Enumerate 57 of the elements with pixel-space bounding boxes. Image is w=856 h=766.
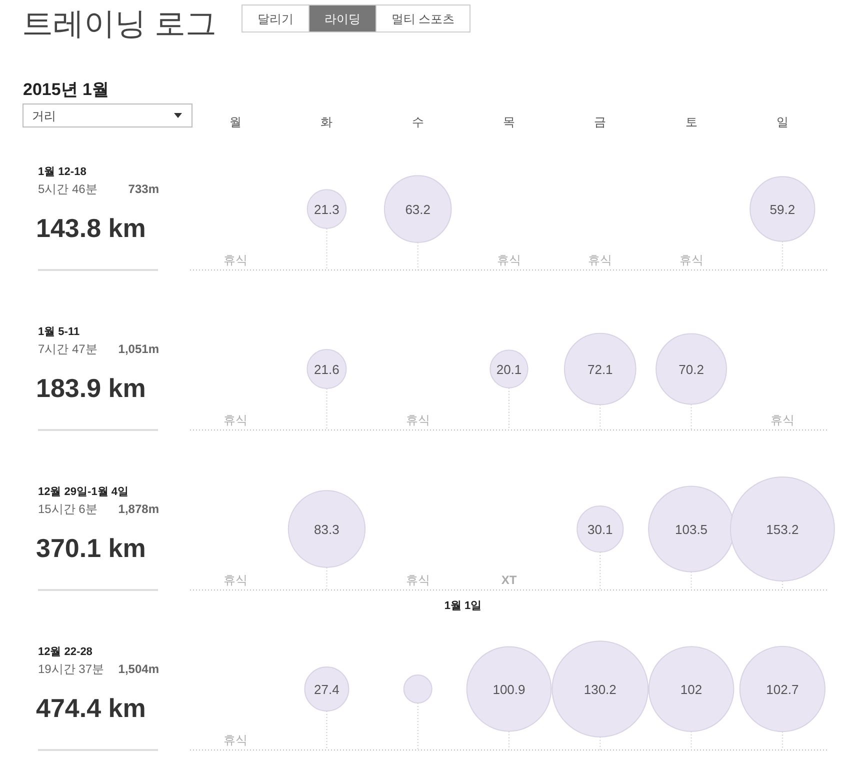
text: 2015년 1월 [23,80,109,99]
data-label: 21.3 [314,202,340,217]
text: 거리 [32,109,56,123]
category-label: 토 [685,115,698,129]
category-label: 목 [503,115,515,129]
category-label: 일 [776,115,788,129]
data-label: 휴식 [497,253,521,267]
text: 183.9 km [36,373,146,403]
text: 5시간 46분 [38,182,98,196]
text: 12월 22-28 [38,646,92,658]
data-label: 102.7 [766,682,799,697]
text: 143.8 km [36,213,146,243]
data-label: 휴식 [224,253,248,267]
category-label: 월 [230,115,242,129]
text: 1,504m [118,662,159,676]
text: 1월 12-18 [38,166,86,178]
data-label: 27.4 [314,682,340,697]
text: 트레이닝 로그 [22,6,217,41]
text: 달리기 [258,12,294,26]
data-label: 59.2 [770,202,796,217]
text: 733m [128,182,159,196]
text: 12월 29일-1월 4일 [38,486,128,498]
data-label: 휴식 [588,253,612,267]
data-label: 153.2 [766,522,799,537]
data-label: 휴식 [406,413,430,427]
data-label: 63.2 [405,202,431,217]
text: 1월 5-11 [38,326,80,338]
data-label: 휴식 [406,573,430,587]
data-label: 21.6 [314,362,340,377]
data-label: 30.1 [587,522,613,537]
data-label: 103.5 [675,522,708,537]
category-label: 금 [594,115,606,129]
data-label: 20.1 [496,362,522,377]
data-label: 100.9 [492,682,526,697]
text: 474.4 km [36,693,146,723]
text: 7시간 47분 [38,342,98,356]
text: 370.1 km [36,533,146,563]
data-label: 휴식 [224,733,248,747]
data-label: 휴식 [679,253,704,267]
category-label: 화 [320,115,333,129]
data-label: 130.2 [584,682,616,697]
text: 1,878m [118,502,159,516]
data-label: 102 [680,682,702,697]
text: 라이딩 [324,12,360,26]
data-label: 휴식 [224,413,248,427]
text: 19시간 37분 [38,662,104,676]
data-label: 83.3 [314,522,340,537]
data-label: 휴식 [224,573,248,587]
text: 15시간 6분 [38,502,98,516]
text: 멀티 스포츠 [391,12,455,26]
data-label: 휴식 [770,413,794,427]
text: 1월 1일 [444,600,482,612]
data-label: 70.2 [678,362,704,377]
data-label: XT [501,573,518,587]
data-label: 72.1 [587,362,613,377]
category-label: 수 [412,115,424,129]
text: 1,051m [118,342,159,356]
